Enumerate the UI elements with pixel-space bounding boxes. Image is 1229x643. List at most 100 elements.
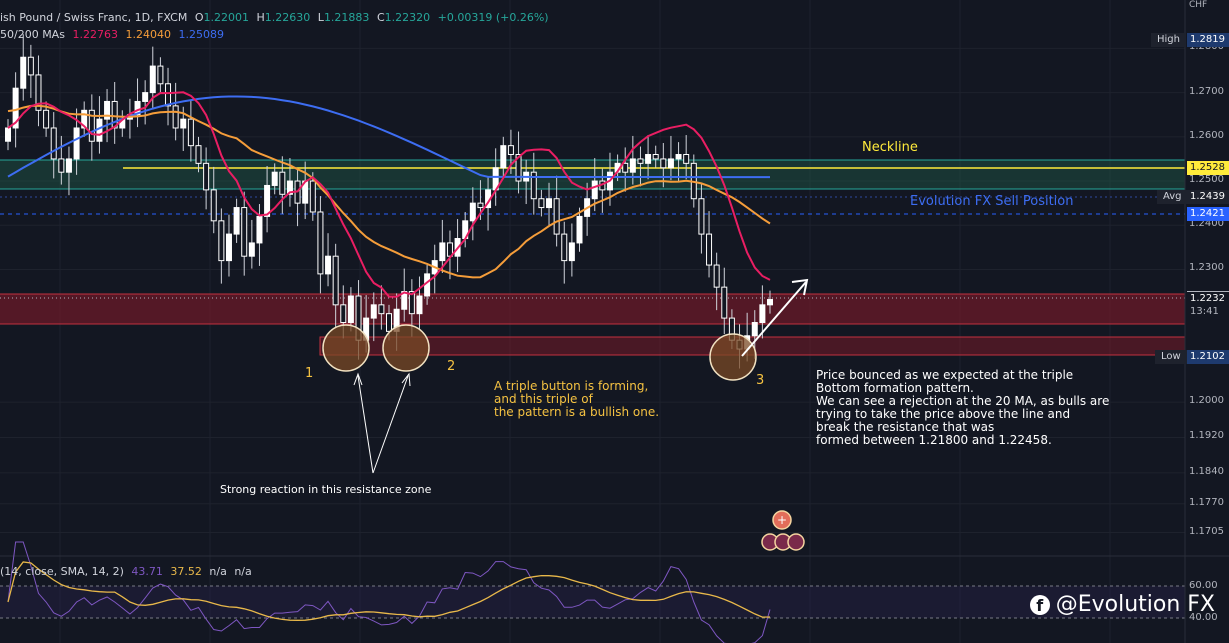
bottom-circle-1 <box>322 324 370 372</box>
candle-bullish <box>180 118 187 129</box>
candle-bullish <box>675 154 682 160</box>
candle-bullish <box>469 202 476 222</box>
watermark-text: @Evolution FX <box>1055 592 1215 617</box>
candle-bullish <box>12 87 19 129</box>
candle-bearish <box>683 154 690 164</box>
ma200-value: 1.25089 <box>178 28 224 41</box>
low-tag-label: Low <box>1155 350 1187 364</box>
candle-bearish <box>408 291 415 315</box>
candle-bullish <box>759 304 766 324</box>
ma-label[interactable]: 50/200 MAs <box>0 28 65 41</box>
candle-bullish <box>767 299 773 306</box>
price-axis-label: 1.2500 <box>1189 174 1224 186</box>
candle-bullish <box>629 158 636 173</box>
candle-bullish <box>264 184 271 217</box>
candle-bearish <box>187 118 194 147</box>
candle-bearish <box>538 198 545 209</box>
price-axis-label: 1.1840 <box>1189 465 1224 477</box>
close-label: C <box>376 11 385 24</box>
candle-bearish <box>721 286 728 319</box>
candle-bullish <box>591 180 598 200</box>
high-value: 1.22630 <box>264 11 311 24</box>
candle-bearish <box>218 220 225 262</box>
candle-bearish <box>378 304 385 315</box>
price-axis-label: 1.2000 <box>1189 395 1224 407</box>
ma20-value: 1.22763 <box>72 28 118 41</box>
rsi-na-2: n/a <box>234 565 252 578</box>
candle-bullish <box>271 171 278 186</box>
candle-bearish <box>88 109 95 142</box>
event-flag-icon-3[interactable] <box>787 533 805 551</box>
candle-bearish <box>561 233 568 262</box>
candle-bullish <box>142 92 149 102</box>
avg-tag-label: Avg <box>1157 190 1188 204</box>
candle-bearish <box>553 198 560 235</box>
bounce-note: Price bounced as we expected at the trip… <box>816 368 1110 447</box>
candle-bullish <box>104 100 111 120</box>
reaction-arrow-1 <box>357 375 374 474</box>
reaction-arrowhead-2 <box>401 372 411 387</box>
candle-bullish <box>5 127 11 142</box>
watermark: f @Evolution FX <box>1029 592 1215 617</box>
price-axis-label: 1.1705 <box>1189 525 1224 537</box>
rsi-band <box>0 586 1185 618</box>
mark-1: 1 <box>305 366 314 381</box>
candle-bearish <box>637 158 644 164</box>
candle-bearish <box>111 100 118 129</box>
sell-price-tag: 1.2421 <box>1187 207 1229 221</box>
currency-label: CHF <box>1189 0 1208 10</box>
resistance-zone <box>0 294 1185 324</box>
candle-bearish <box>210 189 217 222</box>
candle-bullish <box>225 233 232 262</box>
open-value: 1.22001 <box>203 11 250 24</box>
high-price-tag: 1.2819 <box>1187 33 1229 47</box>
candle-bearish <box>515 154 522 182</box>
candle-bullish <box>233 207 240 235</box>
candle-bullish <box>500 145 507 169</box>
candle-bullish <box>546 198 553 209</box>
triple-bottom-note: A triple button is forming, and this tri… <box>494 379 660 419</box>
candle-bearish <box>309 180 316 213</box>
candle-bearish <box>317 211 324 275</box>
facebook-icon: f <box>1029 594 1050 615</box>
candle-bearish <box>279 171 286 195</box>
candle-bearish <box>340 304 347 324</box>
candle-bearish <box>507 145 514 156</box>
rsi-line <box>7 541 771 643</box>
rsi-ma-value: 37.52 <box>170 565 202 578</box>
candle-bearish <box>241 207 248 257</box>
candle-bearish <box>660 158 667 169</box>
candle-bullish <box>73 127 80 160</box>
candle-bullish <box>347 295 354 324</box>
candle-bullish <box>416 295 423 315</box>
candle-bearish <box>203 162 210 191</box>
rsi-na-1: n/a <box>209 565 227 578</box>
event-icon-plus-glyph: + <box>777 513 787 527</box>
candle-bearish <box>165 83 172 107</box>
price-axis-label: 1.1920 <box>1189 430 1224 442</box>
candle-bullish <box>568 242 575 262</box>
price-axis-label: 1.2400 <box>1189 218 1224 230</box>
high-label: H <box>256 11 265 24</box>
candle-bullish <box>96 118 103 142</box>
neckline-price-tag: 1.2528 <box>1187 161 1229 175</box>
event-icon-plus[interactable] <box>772 510 792 530</box>
rsi-params: (14, close, SMA, 14, 2) <box>0 565 124 578</box>
candle-bullish <box>667 158 674 169</box>
candle-bearish <box>477 202 484 209</box>
current-price-tag: 1.2232 <box>1187 291 1229 305</box>
bounce-arrowhead <box>791 278 809 296</box>
symbol-title[interactable]: ish Pound / Swiss Franc, 1D, FXCM <box>0 11 188 24</box>
avg-price-tag: 1.2439 <box>1187 190 1229 204</box>
candle-bearish <box>35 74 42 111</box>
rsi-header[interactable]: (14, close, SMA, 14, 2) 43.71 37.52 n/a … <box>0 565 256 578</box>
low-value: 1.21883 <box>323 11 370 24</box>
open-label: O <box>194 11 204 24</box>
mark-2: 2 <box>447 359 456 374</box>
close-value: 1.22320 <box>384 11 431 24</box>
reaction-arrowhead-1 <box>353 372 363 386</box>
candle-bearish <box>58 158 65 173</box>
candle-bearish <box>50 127 57 160</box>
candle-bullish <box>149 65 156 94</box>
